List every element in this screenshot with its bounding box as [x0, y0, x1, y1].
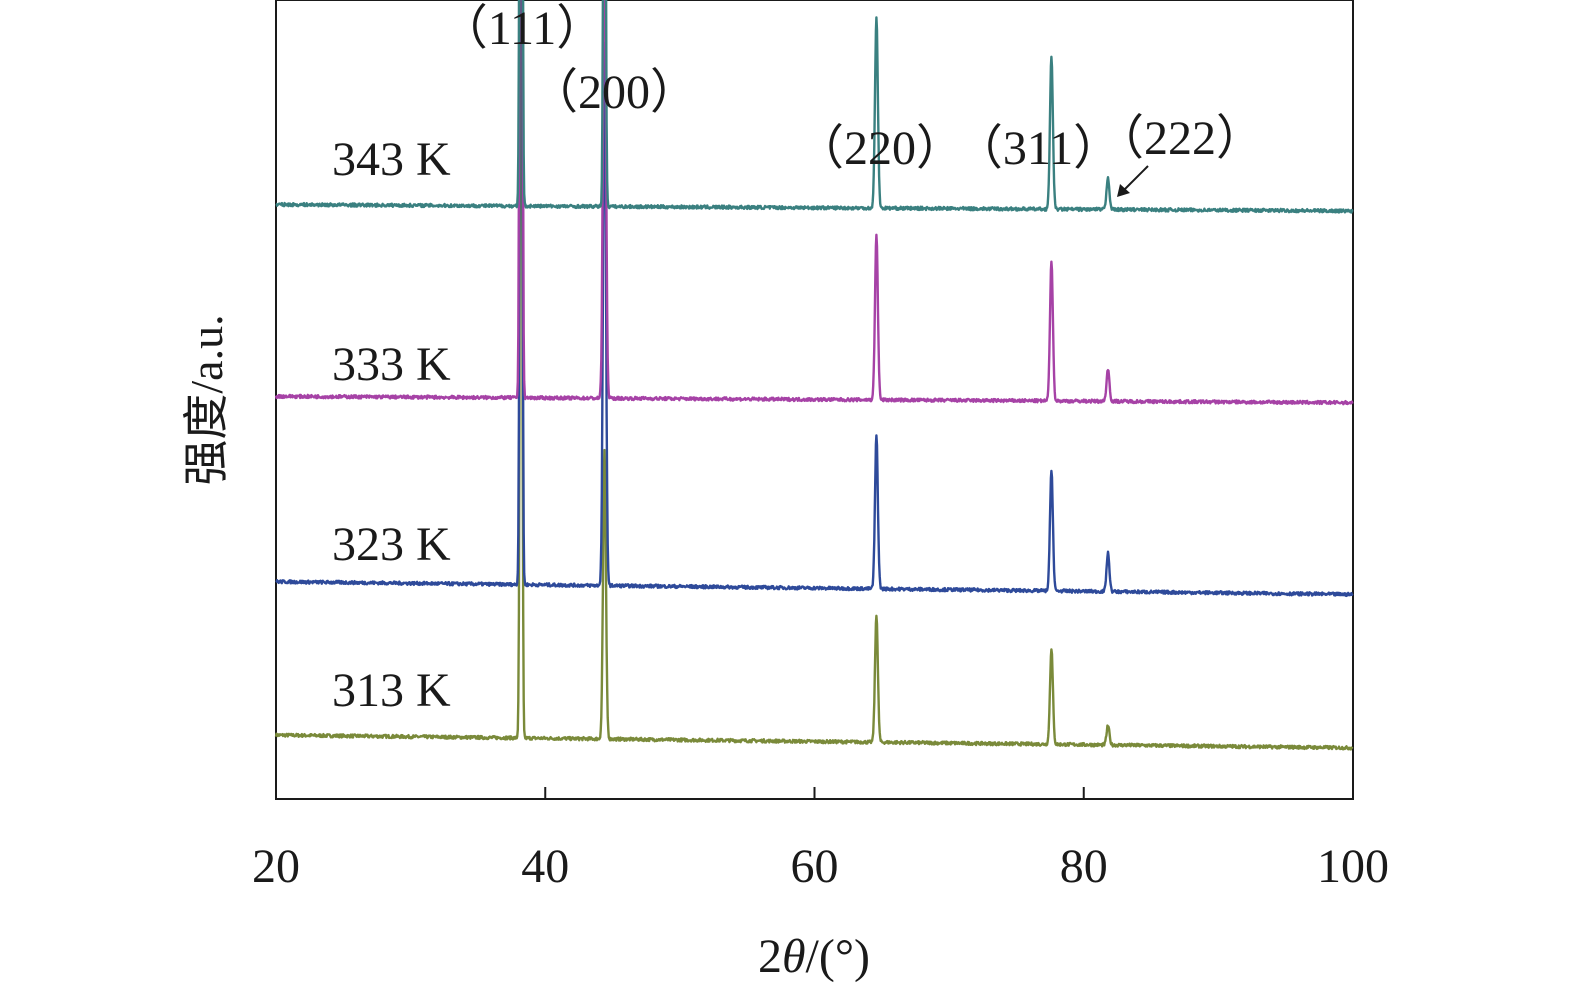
x-tick-label: 100: [1317, 840, 1389, 893]
series-line-333k: [274, 0, 1354, 406]
x-axis-ticks: 20 40 60 80 100: [252, 787, 1389, 893]
peak-labels: （111） （200） （220）（311）（222）: [440, 2, 1264, 175]
x-axis-label: 2θ/(°): [758, 930, 870, 983]
series-line-343k: [275, 0, 1354, 214]
x-tick-label: 20: [252, 840, 300, 893]
y-axis-label: 强度/a.u.: [181, 314, 232, 485]
peak-label: （311）: [955, 122, 1121, 175]
series-label: 343 K: [332, 133, 451, 186]
series-label: 313 K: [332, 664, 451, 717]
x-tick-label: 80: [1060, 840, 1108, 893]
peak-arrow: [1117, 165, 1149, 197]
series-layer: [274, 0, 1354, 751]
peak-label: （222）: [1096, 112, 1264, 165]
peak-label: （200）: [530, 66, 698, 119]
series-labels: 313 K 323 K 333 K 343 K: [332, 133, 451, 717]
series-line-313k: [274, 0, 1354, 751]
series-label: 323 K: [332, 518, 451, 571]
x-tick-label: 60: [791, 840, 839, 893]
series-label: 333 K: [332, 338, 451, 391]
x-tick-label: 40: [521, 840, 569, 893]
peak-label: （220）: [796, 122, 964, 175]
series-line-323k: [275, 0, 1354, 598]
peak-label: （111）: [440, 2, 604, 55]
